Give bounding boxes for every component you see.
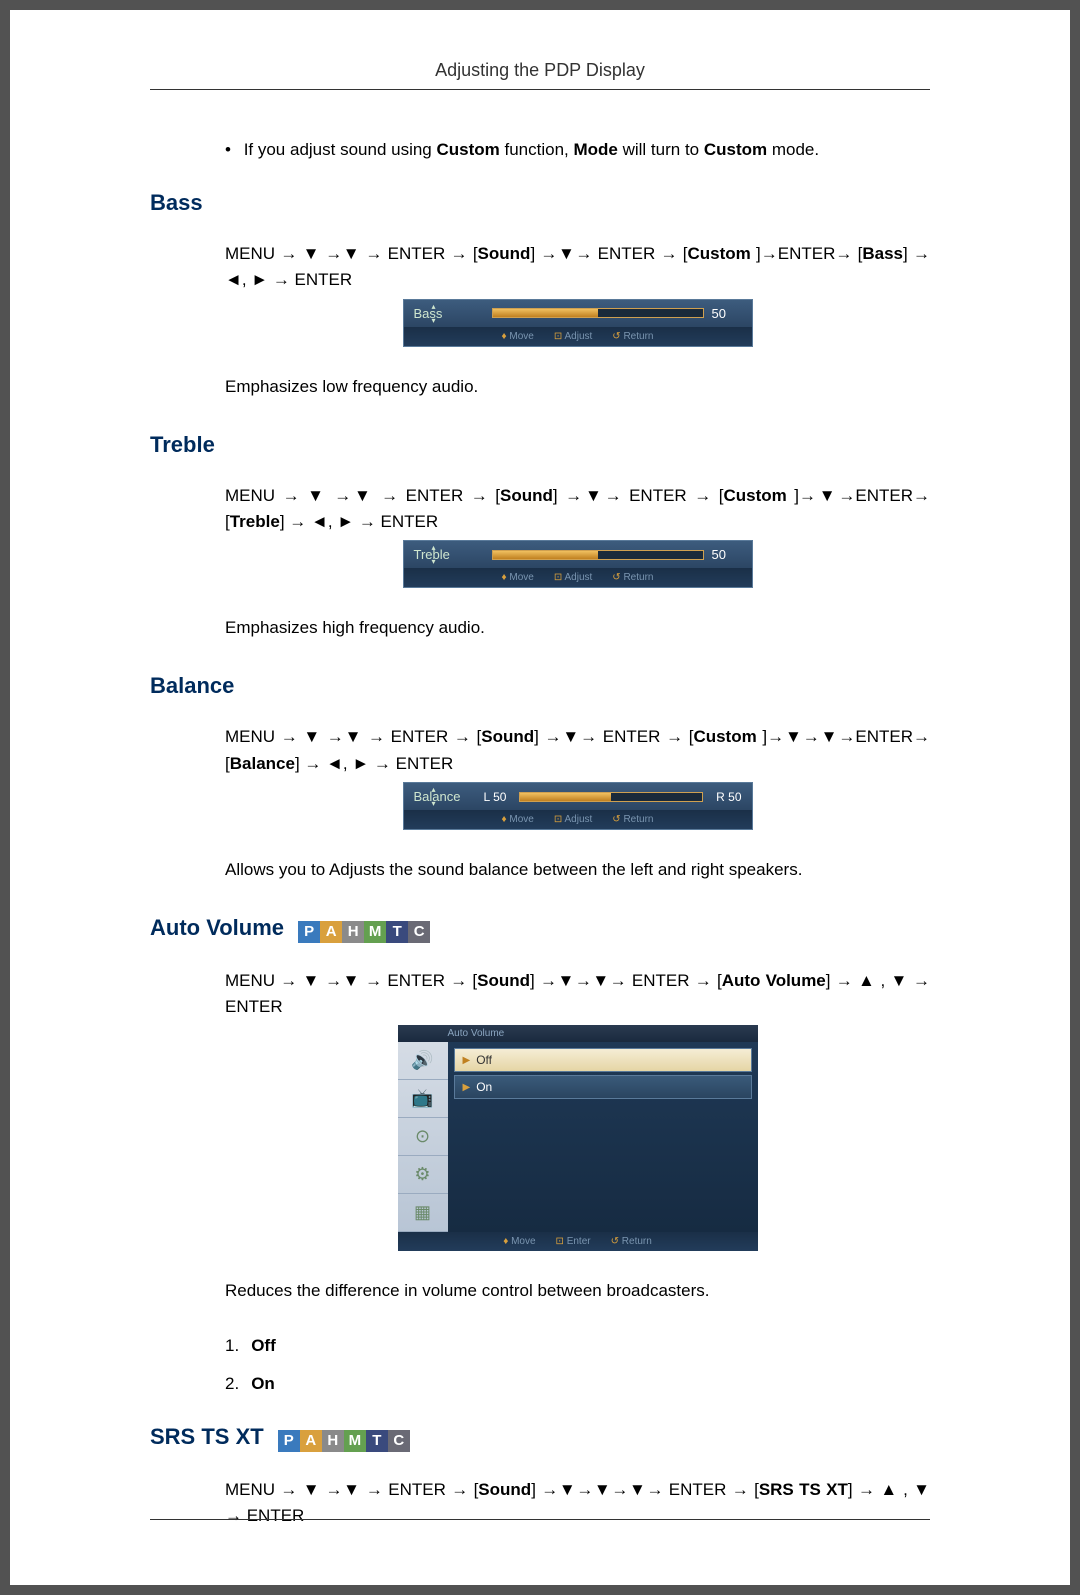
- balance-desc: Allows you to Adjusts the sound balance …: [225, 860, 930, 880]
- badge-t: T: [386, 921, 408, 943]
- bass-path: MENU → ▼ →▼ → ENTER → [Sound] →▼→ ENTER …: [225, 241, 930, 294]
- autovol-osd-title: Auto Volume: [398, 1025, 758, 1042]
- balance-osd-label: Balance: [414, 789, 484, 804]
- balance-left-value: L 50: [484, 790, 507, 804]
- osd-menu-content: ▶ Off ▶ On: [448, 1042, 758, 1232]
- menu-item-on: ▶ On: [454, 1075, 752, 1099]
- sidebar-multi-icon: ▦: [398, 1194, 448, 1232]
- bass-osd: Bass 50 ♦ Move ⊡ Adjust ↺ Return: [225, 299, 930, 347]
- treble-path: MENU → ▼ →▼ → ENTER → [Sound] →▼→ ENTER …: [225, 483, 930, 536]
- page-header: Adjusting the PDP Display: [150, 60, 930, 90]
- balance-heading: Balance: [150, 673, 930, 699]
- autovol-menu-osd: Auto Volume 🔊 📺 ⊙ ⚙ ▦ ▶ Off ▶ On: [398, 1025, 758, 1251]
- chevron-right-icon: ▶: [463, 1082, 471, 1093]
- autovol-heading: Auto Volume PAHMTC: [150, 915, 930, 943]
- badge-c: C: [388, 1430, 410, 1452]
- bass-slider-track: [492, 308, 704, 318]
- badge-p: P: [278, 1430, 300, 1452]
- list-item-off: 1.Off: [225, 1336, 930, 1356]
- osd-nav-row: ♦ Move ⊡ Enter ↺ Return: [398, 1232, 758, 1251]
- badge-a: A: [320, 921, 342, 943]
- bass-slider-osd: Bass 50 ♦ Move ⊡ Adjust ↺ Return: [403, 299, 753, 347]
- treble-osd-label: Treble: [414, 547, 484, 562]
- sidebar-sound-icon: 🔊: [398, 1042, 448, 1080]
- sidebar-setup-icon: ⚙: [398, 1156, 448, 1194]
- treble-osd: Treble 50 ♦ Move ⊡ Adjust ↺ Return: [225, 540, 930, 588]
- bass-slider-fill: [493, 309, 598, 317]
- osd-nav-row: ♦ Move ⊡ Adjust ↺ Return: [404, 327, 752, 346]
- treble-slider-value: 50: [712, 547, 742, 562]
- autovol-path: MENU → ▼ →▼ → ENTER → [Sound] →▼→▼→ ENTE…: [225, 968, 930, 1021]
- source-badges: PAHMTC: [298, 916, 430, 943]
- balance-slider-osd: Balance L 50 R 50 ♦ Move ⊡ Adjust ↺ Retu…: [403, 782, 753, 830]
- osd-sidebar: 🔊 📺 ⊙ ⚙ ▦: [398, 1042, 448, 1232]
- balance-path: MENU → ▼ →▼ → ENTER → [Sound] →▼→ ENTER …: [225, 724, 930, 777]
- badge-h: H: [342, 921, 364, 943]
- sidebar-picture-icon: 📺: [398, 1080, 448, 1118]
- custom-mode-note: If you adjust sound using Custom functio…: [225, 140, 930, 160]
- autovol-desc: Reduces the difference in volume control…: [225, 1281, 930, 1301]
- srs-path: MENU → ▼ →▼ → ENTER → [Sound] →▼→▼→▼→ EN…: [225, 1477, 930, 1530]
- balance-right-value: R 50: [716, 790, 741, 804]
- badge-p: P: [298, 921, 320, 943]
- list-item-on: 2.On: [225, 1374, 930, 1394]
- bass-desc: Emphasizes low frequency audio.: [225, 377, 930, 397]
- treble-slider-osd: Treble 50 ♦ Move ⊡ Adjust ↺ Return: [403, 540, 753, 588]
- bass-heading: Bass: [150, 190, 930, 216]
- page: Adjusting the PDP Display If you adjust …: [10, 10, 1070, 1585]
- balance-osd: Balance L 50 R 50 ♦ Move ⊡ Adjust ↺ Retu…: [225, 782, 930, 830]
- badge-t: T: [366, 1430, 388, 1452]
- badge-m: M: [364, 921, 386, 943]
- menu-item-off: ▶ Off: [454, 1048, 752, 1072]
- srs-heading: SRS TS XT PAHMTC: [150, 1424, 930, 1452]
- treble-desc: Emphasizes high frequency audio.: [225, 618, 930, 638]
- badge-c: C: [408, 921, 430, 943]
- badge-a: A: [300, 1430, 322, 1452]
- treble-slider-fill: [493, 551, 598, 559]
- balance-slider-track: [519, 792, 703, 802]
- osd-nav-row: ♦ Move ⊡ Adjust ↺ Return: [404, 568, 752, 587]
- bass-slider-value: 50: [712, 306, 742, 321]
- source-badges: PAHMTC: [278, 1425, 410, 1452]
- osd-nav-row: ♦ Move ⊡ Adjust ↺ Return: [404, 810, 752, 829]
- autovol-osd: Auto Volume 🔊 📺 ⊙ ⚙ ▦ ▶ Off ▶ On: [225, 1025, 930, 1251]
- chevron-right-icon: ▶: [463, 1055, 471, 1066]
- badge-m: M: [344, 1430, 366, 1452]
- treble-slider-track: [492, 550, 704, 560]
- treble-heading: Treble: [150, 432, 930, 458]
- sidebar-time-icon: ⊙: [398, 1118, 448, 1156]
- bass-osd-label: Bass: [414, 306, 484, 321]
- autovol-list: 1.Off 2.On: [225, 1336, 930, 1394]
- badge-h: H: [322, 1430, 344, 1452]
- balance-slider-fill: [520, 793, 611, 801]
- footer-rule: [150, 1519, 930, 1520]
